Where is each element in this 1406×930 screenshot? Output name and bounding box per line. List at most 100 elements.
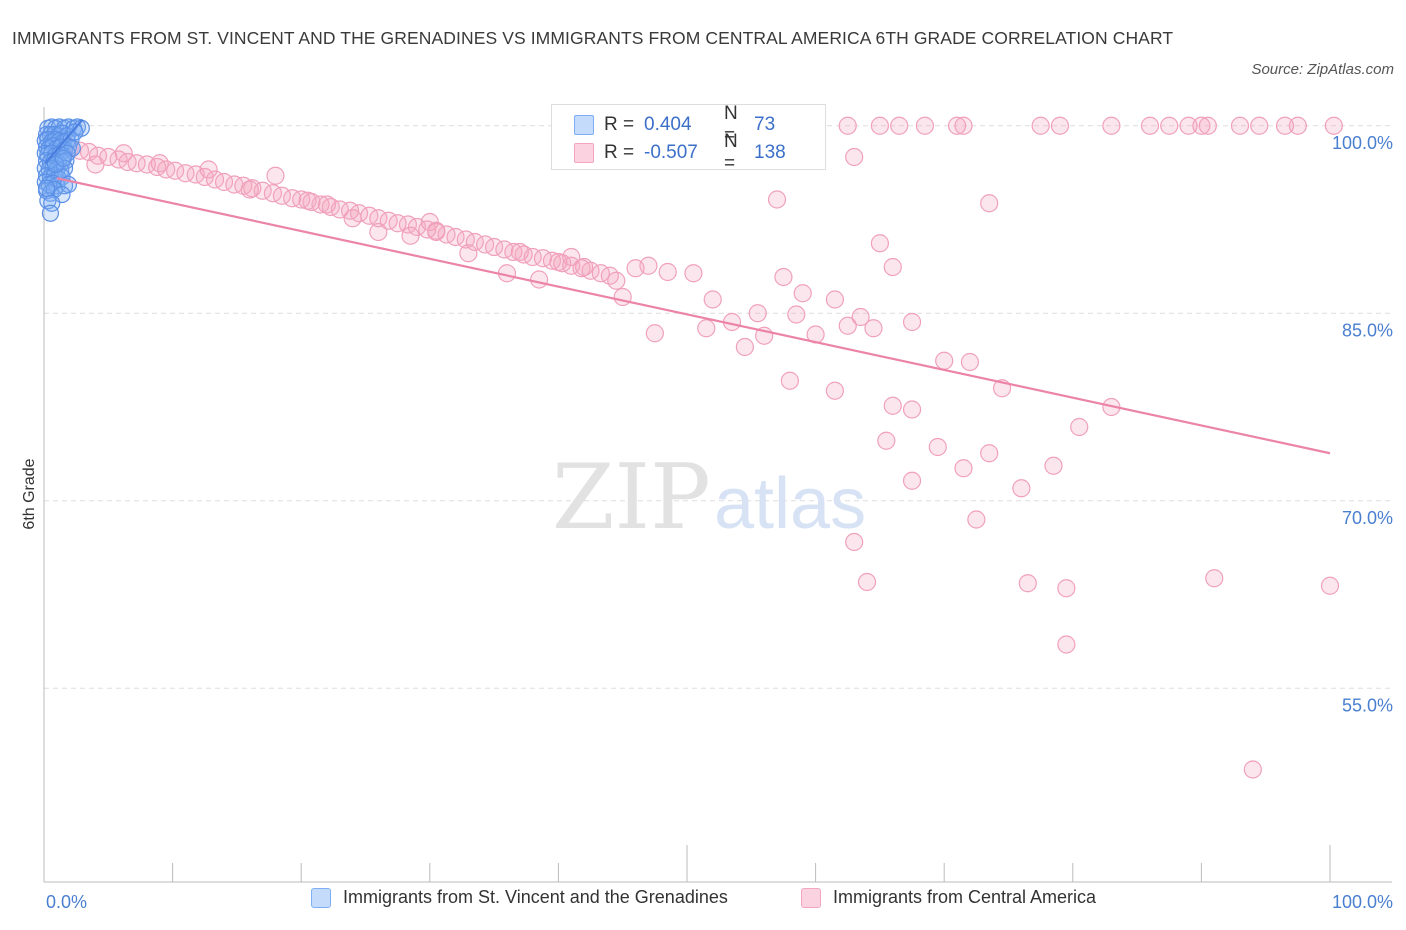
data-point: [1050, 116, 1070, 135]
watermark-atlas: atlas: [714, 464, 866, 544]
y-axis-label: 6th Grade: [21, 458, 38, 529]
data-point: [954, 116, 973, 135]
data-point: [780, 371, 799, 390]
data-point: [960, 352, 980, 372]
data-point: [902, 312, 922, 332]
data-point: [626, 259, 645, 278]
data-point: [1044, 456, 1063, 475]
data-point: [928, 437, 947, 457]
data-point: [317, 195, 337, 214]
stats-swatch-series2: [574, 143, 594, 163]
data-point: [343, 209, 362, 228]
data-point: [562, 247, 581, 267]
data-point: [877, 431, 896, 450]
chart-title: IMMIGRANTS FROM ST. VINCENT AND THE GREN…: [12, 28, 1174, 48]
data-point: [1324, 116, 1343, 135]
data-point: [266, 166, 285, 185]
legend-item-st-vincent[interactable]: Immigrants from St. Vincent and the Gren…: [311, 887, 728, 908]
y-tick-label: 70.0%: [1342, 508, 1393, 528]
data-point: [658, 262, 677, 282]
r-value: 0.404: [644, 114, 692, 135]
data-point: [915, 116, 935, 135]
data-point: [530, 270, 549, 289]
data-point: [735, 337, 754, 357]
data-point: [66, 123, 84, 141]
data-point: [1288, 116, 1307, 135]
data-point: [825, 381, 844, 400]
data-point: [1070, 417, 1089, 437]
watermark-zip: ZIP: [552, 445, 711, 550]
data-point: [1250, 116, 1269, 135]
n-label: N =: [724, 131, 738, 174]
r-value: -0.507: [644, 142, 698, 163]
n-value: 73: [754, 114, 776, 135]
legend-swatch-central-america: [801, 887, 821, 908]
data-point: [1057, 635, 1076, 654]
data-point: [703, 290, 722, 309]
data-point: [1018, 574, 1037, 593]
data-point: [793, 284, 812, 303]
trend-line-central-america: [56, 177, 1331, 455]
legend-swatch-st-vincent: [311, 887, 331, 908]
data-point: [427, 221, 446, 240]
gridlines: [44, 125, 1392, 689]
data-point: [1057, 579, 1076, 598]
data-point: [767, 190, 787, 209]
data-point: [575, 257, 594, 277]
data-point: [1140, 116, 1160, 135]
data-point: [870, 116, 890, 135]
data-point: [851, 307, 870, 327]
data-point: [199, 160, 218, 179]
series-central-america: [45, 116, 1343, 779]
watermark: ZIP atlas: [552, 445, 866, 550]
data-point: [1192, 116, 1211, 135]
data-point: [607, 271, 626, 290]
stats-row-series2: R = -0.507 N = 138: [574, 131, 804, 174]
data-point: [787, 305, 806, 324]
data-point: [748, 304, 767, 323]
r-label: R =: [604, 114, 635, 135]
data-point: [1320, 576, 1340, 595]
legend-item-central-america[interactable]: Immigrants from Central America: [801, 887, 1096, 908]
data-point: [298, 191, 317, 210]
source-label: Source: ZipAtlas.com: [1251, 61, 1394, 78]
data-point: [870, 234, 890, 253]
data-point: [1275, 116, 1295, 135]
data-point: [883, 257, 902, 277]
data-point: [150, 154, 169, 173]
stats-swatch-series1: [574, 115, 594, 135]
data-point: [857, 572, 877, 592]
stats-box: R = 0.404 N = 73 R = -0.507 N = 138: [551, 103, 826, 174]
data-point: [825, 290, 844, 309]
data-point: [864, 319, 883, 338]
series-st-vincent: [36, 118, 90, 222]
data-point: [845, 532, 864, 552]
data-point: [883, 396, 902, 415]
data-point: [1243, 760, 1262, 779]
data-point: [980, 194, 999, 213]
y-tick-label: 85.0%: [1342, 320, 1393, 340]
data-point: [1012, 479, 1031, 498]
data-point: [54, 149, 72, 167]
data-point: [845, 147, 864, 167]
data-point: [240, 180, 259, 199]
data-point: [37, 179, 56, 197]
axes: [43, 107, 1392, 883]
data-point: [1031, 116, 1050, 135]
data-point: [459, 244, 478, 263]
stats-row-series1: R = 0.404 N = 73: [574, 103, 804, 146]
data-point: [1230, 116, 1250, 135]
trend-line-st-vincent: [44, 118, 84, 164]
x-tick-label: 100.0%: [1332, 892, 1393, 912]
data-point: [838, 116, 857, 135]
data-point: [935, 351, 954, 370]
data-point: [980, 444, 999, 463]
data-point: [510, 242, 529, 262]
data-point: [613, 287, 632, 307]
data-point: [890, 116, 909, 135]
r-label: R =: [604, 142, 635, 163]
x-tick-labels: 0.0% 100.0%: [46, 892, 1393, 912]
data-point: [114, 144, 133, 163]
data-point: [401, 226, 420, 245]
data-point: [86, 155, 105, 174]
